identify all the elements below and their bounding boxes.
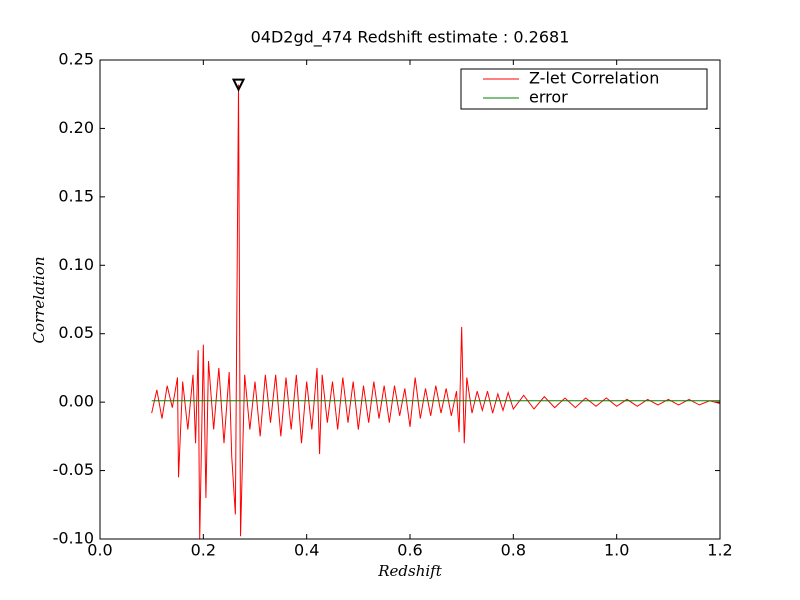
x-axis-label: Redshift	[377, 562, 442, 580]
x-tick-label: 1.2	[707, 541, 732, 560]
x-tick-label: 0.0	[87, 541, 112, 560]
chart-title: 04D2gd_474 Redshift estimate : 0.2681	[251, 28, 570, 48]
y-tick-label: 0.10	[58, 255, 94, 274]
x-tick-label: 0.6	[397, 541, 422, 560]
y-tick-label: 0.20	[58, 118, 94, 137]
x-tick-label: 0.8	[501, 541, 526, 560]
y-tick-label: -0.10	[53, 529, 94, 548]
legend-label: error	[529, 88, 568, 107]
legend-label: Z-let Correlation	[529, 69, 659, 88]
x-tick-label: 0.2	[191, 541, 216, 560]
x-tick-label: 1.0	[604, 541, 629, 560]
peak-marker	[231, 78, 246, 92]
y-tick-label: 0.15	[58, 186, 94, 205]
x-tick-label: 0.4	[294, 541, 319, 560]
y-tick-label: -0.05	[53, 460, 94, 479]
plot-frame	[99, 59, 721, 540]
data-line	[151, 84, 721, 540]
y-tick-label: 0.00	[58, 392, 94, 411]
y-tick-label: 0.25	[58, 50, 94, 69]
y-tick-label: 0.05	[58, 323, 94, 342]
legend-box	[460, 68, 708, 110]
y-axis-label: Correlation	[30, 257, 48, 344]
